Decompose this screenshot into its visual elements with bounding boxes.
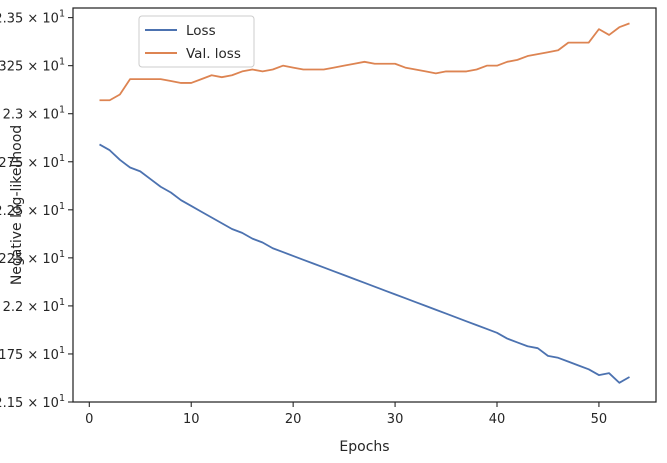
x-tick-label: 10 — [183, 412, 200, 427]
y-tick-label: 2.2 × 101 — [3, 297, 65, 315]
y-tick-label: 2.25 × 101 — [0, 201, 65, 219]
y-tick-label: 2.275 × 101 — [0, 153, 65, 171]
y-tick-label: 2.35 × 101 — [0, 9, 65, 27]
y-axis-label: Negative log-likelihood — [9, 125, 25, 285]
x-tick-label: 0 — [85, 412, 93, 427]
x-tick-label: 30 — [387, 412, 404, 427]
x-axis-label: Epochs — [339, 439, 389, 455]
series-line-val-loss — [99, 22, 630, 102]
y-tick-label: 2.175 × 101 — [0, 345, 65, 363]
x-tick-label: 20 — [285, 412, 302, 427]
y-tick-label: 2.15 × 101 — [0, 393, 65, 411]
x-tick-label: 40 — [489, 412, 506, 427]
y-tick-label: 2.325 × 101 — [0, 57, 65, 75]
legend-label-loss: Loss — [186, 23, 216, 39]
x-tick-label: 50 — [591, 412, 608, 427]
plot-frame — [72, 7, 657, 403]
legend-label-val-loss: Val. loss — [186, 46, 241, 62]
plot-background — [73, 8, 656, 402]
y-axis-ticks: 2.15 × 101 2.175 × 101 2.2 × 101 2.225 × 10… — [0, 9, 73, 411]
series-layer — [99, 22, 630, 384]
y-tick-label: 2.3 × 101 — [3, 105, 65, 123]
legend-box — [138, 15, 255, 68]
x-axis-ticks: 0 10 20 30 40 50 — [85, 402, 607, 427]
y-tick-label: 2.225 × 101 — [0, 249, 65, 267]
series-line-loss — [99, 143, 630, 384]
legend: Loss Val. loss — [138, 15, 255, 68]
